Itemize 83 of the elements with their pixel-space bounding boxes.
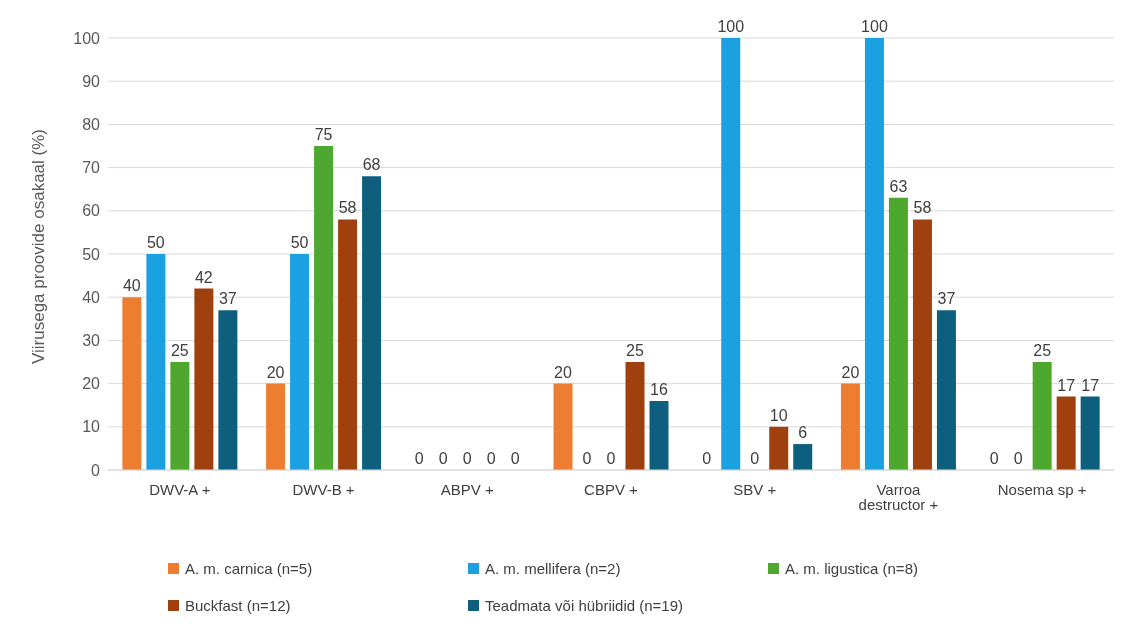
data-label: 17 [1081,376,1100,394]
legend-label: A. m. carnica (n=5) [185,560,313,577]
data-label: 37 [937,290,956,308]
data-label: 10 [769,406,788,424]
data-label: 37 [218,290,237,308]
bar [888,197,908,470]
x-tick-label: Nosema sp + [997,480,1087,498]
bar [1056,396,1076,470]
bar [649,400,669,470]
bar [840,383,860,470]
y-tick-label: 70 [82,159,101,177]
data-label: 17 [1057,376,1076,394]
y-tick-label: 40 [82,288,101,306]
x-tick-label: DWV-B + [292,480,355,498]
data-label: 0 [414,449,424,467]
legend-label: Buckfast (n=12) [185,597,291,614]
data-label: 42 [194,268,213,286]
y-tick-label: 10 [82,418,101,436]
y-tick-label: 50 [82,245,101,263]
bar [625,362,645,470]
y-tick-label: 0 [91,461,101,479]
x-tick-label: DWV-A + [149,480,211,498]
data-label: 6 [798,424,808,442]
legend-label: A. m. ligustica (n=8) [785,560,918,577]
data-label: 100 [717,18,745,35]
bar [146,254,166,470]
bar [266,383,286,470]
data-label: 0 [702,449,712,467]
data-label: 25 [1033,342,1052,359]
data-label: 63 [889,177,908,195]
y-tick-label: 20 [82,375,101,393]
bar [218,310,238,470]
bar [1080,396,1100,470]
y-tick-label: 100 [73,29,101,47]
bar [170,362,190,470]
data-label: 0 [582,449,592,467]
y-tick-label: 80 [82,116,101,134]
data-label: 16 [650,380,669,398]
data-label: 0 [750,449,760,467]
bar [721,38,741,470]
data-label: 20 [266,363,285,381]
data-label: 58 [913,199,932,217]
legend-label: A. m. mellifera (n=2) [485,560,621,577]
data-label: 40 [122,277,141,295]
data-label: 0 [989,449,999,467]
bar [194,288,214,470]
x-tick-label: ABPV + [440,480,494,498]
data-label: 50 [290,234,309,251]
data-label: 0 [1013,449,1023,467]
data-label: 0 [486,449,496,467]
y-tick-label: 30 [82,332,101,350]
data-label: 50 [146,234,165,251]
data-label: 20 [554,363,573,381]
legend-label: Teadmata või hübriidid (n=19) [485,597,684,614]
data-label: 100 [861,18,888,35]
x-tick-label: Varroa destructor + [858,480,939,513]
x-tick-label: CBPV + [584,480,639,498]
bar [864,38,884,470]
bar [314,146,334,470]
bar [553,383,573,470]
data-label: 0 [462,449,472,467]
bar [912,219,932,470]
bar [362,176,382,470]
bar [122,297,142,470]
y-tick-label: 60 [82,202,101,220]
x-tick-label: SBV + [733,480,777,498]
data-label: 25 [626,342,645,359]
data-label: 25 [170,342,189,359]
data-label: 75 [314,126,333,143]
data-label: 0 [510,449,520,467]
data-label: 0 [606,449,616,467]
data-label: 20 [841,363,860,381]
y-axis-title: Viirusega proovide osakaal (%) [29,129,49,364]
bar [338,219,358,470]
bar [1032,362,1052,470]
y-tick-label: 90 [82,72,101,90]
bar [290,254,310,470]
bar [936,310,956,470]
data-label: 68 [362,156,381,174]
data-label: 0 [438,449,448,467]
bar [769,426,789,470]
bar [793,444,813,470]
data-label: 58 [338,199,357,217]
